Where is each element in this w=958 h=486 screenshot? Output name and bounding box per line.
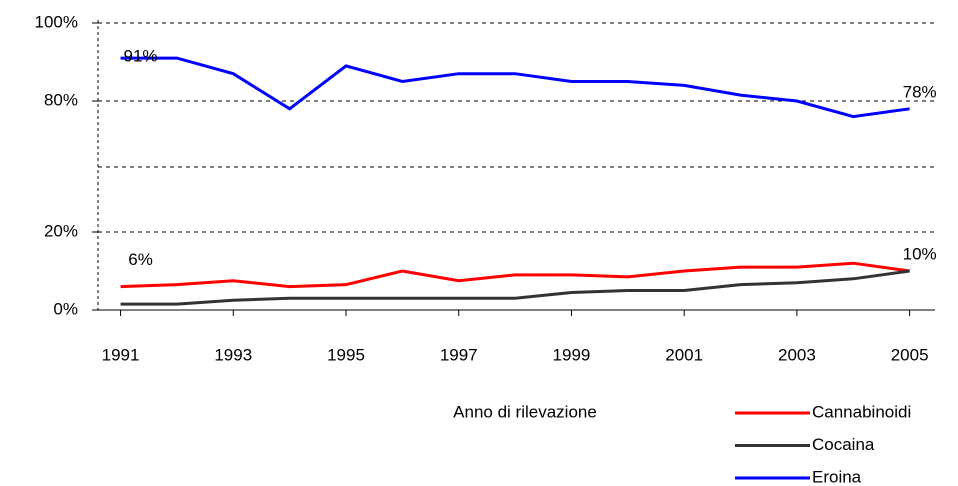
y-tick-label: 0% (53, 299, 78, 318)
x-tick-label: 1999 (553, 345, 591, 364)
y-tick-label: 20% (44, 221, 78, 240)
series-line (120, 56, 910, 119)
x-tick-label: 2001 (665, 345, 703, 364)
x-tick-label: 2005 (891, 345, 929, 364)
series-line (120, 269, 910, 306)
legend-label: Cocaina (812, 435, 875, 454)
x-tick-label: 1997 (440, 345, 478, 364)
data-label: 91% (124, 47, 158, 66)
x-tick-label: 1995 (327, 345, 365, 364)
data-label: 78% (903, 82, 937, 101)
x-axis-label: Anno di rilevazione (453, 402, 597, 421)
data-label: 10% (903, 244, 937, 263)
legend-label: Eroina (812, 467, 862, 486)
y-tick-label: 80% (44, 90, 78, 109)
y-tick-label: 100% (35, 12, 78, 31)
data-label: 6% (128, 250, 153, 269)
x-tick-label: 2003 (778, 345, 816, 364)
x-tick-label: 1993 (214, 345, 252, 364)
legend-label: Cannabinoidi (812, 402, 911, 421)
x-tick-label: 1991 (102, 345, 140, 364)
series-line (120, 261, 910, 289)
